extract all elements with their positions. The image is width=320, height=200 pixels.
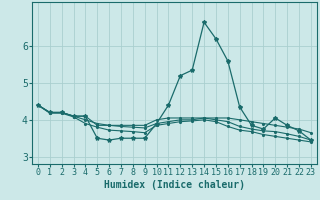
X-axis label: Humidex (Indice chaleur): Humidex (Indice chaleur): [104, 180, 245, 190]
